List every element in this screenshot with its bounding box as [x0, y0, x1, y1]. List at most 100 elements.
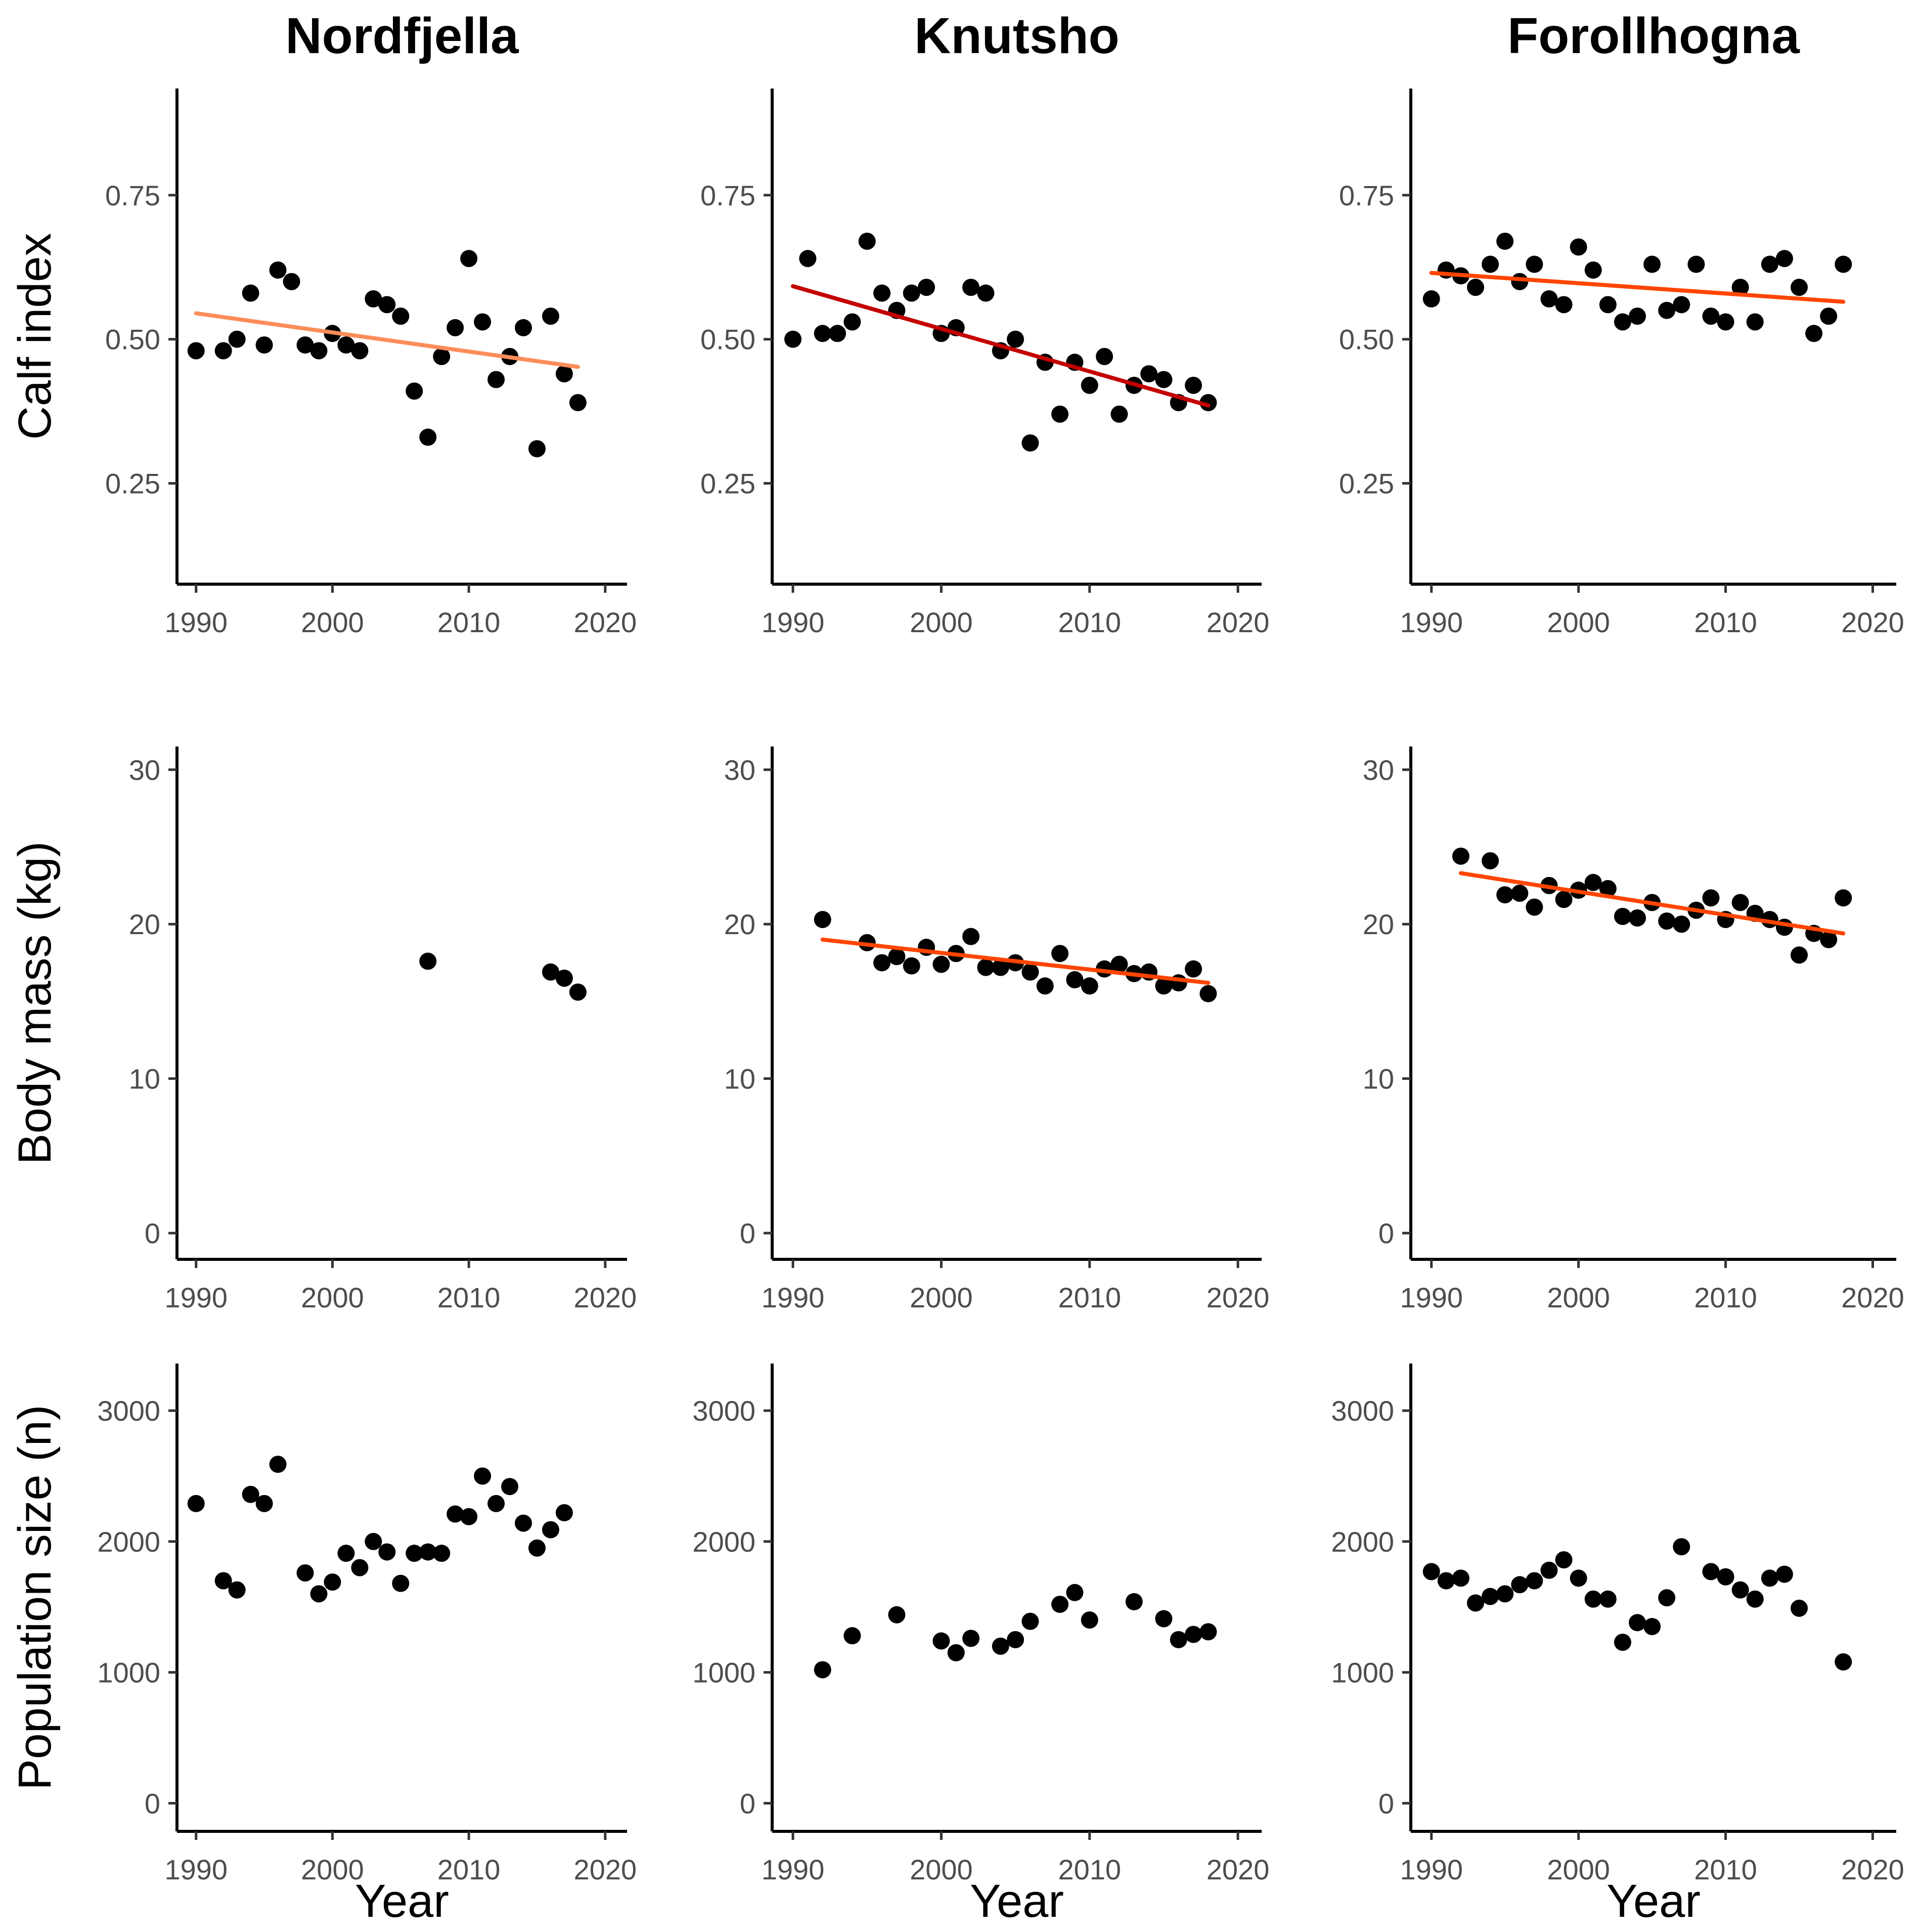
data-point: [947, 1644, 965, 1661]
x-tick-label: 1990: [762, 1282, 825, 1313]
panel-forollhogna-calf-index: 0.25 0.50 0.75 1990 2000 2010 2020 Forollhogna: [1339, 8, 1904, 638]
data-point: [1155, 977, 1173, 995]
data-point: [1673, 296, 1690, 314]
data-point: [515, 319, 532, 336]
data-point: [1746, 1590, 1764, 1608]
data-point: [843, 1627, 861, 1645]
data-point: [962, 279, 980, 296]
data-point: [1702, 889, 1720, 907]
data-point: [474, 1467, 492, 1485]
data-point: [1673, 915, 1690, 933]
data-point: [1199, 394, 1217, 412]
x-tick-label: 2010: [437, 606, 501, 638]
panel-nordfjella-calf-index: 0.25 0.50 0.75 1990 2000 2010 2020 Nordfjella Ca…: [9, 8, 637, 638]
x-tick-label: 2020: [1207, 1282, 1270, 1313]
y-tick-label: 0: [1378, 1787, 1394, 1819]
data-point: [1482, 852, 1499, 870]
x-tick-label: 2010: [1694, 1854, 1757, 1885]
x-tick-label: 2000: [301, 606, 364, 638]
x-tick-label: 2010: [1058, 1282, 1121, 1313]
data-point: [337, 336, 355, 354]
data-point: [1066, 971, 1084, 989]
data-point: [1629, 1614, 1646, 1632]
data-point: [1482, 1588, 1499, 1605]
data-point: [1452, 847, 1469, 865]
data-point: [1036, 977, 1054, 995]
data-point: [814, 325, 831, 342]
y-tick-label: 0.25: [700, 468, 755, 500]
data-point: [1081, 977, 1098, 995]
data-point: [351, 342, 369, 360]
x-tick-label: 2000: [1547, 1282, 1610, 1313]
data-point: [1021, 963, 1039, 981]
data-point: [365, 1532, 382, 1550]
data-point: [555, 970, 573, 987]
y-tick-label: 1000: [97, 1657, 160, 1689]
data-point: [1731, 279, 1749, 296]
data-point: [1467, 279, 1484, 296]
y-tick-label: 0.50: [105, 324, 160, 356]
data-point: [1791, 1599, 1808, 1617]
data-point: [555, 1504, 573, 1521]
data-point: [555, 365, 573, 383]
data-point: [1658, 912, 1676, 930]
data-point: [1820, 931, 1838, 948]
y-tick-label: 10: [724, 1063, 755, 1095]
x-tick-label: 2000: [301, 1282, 364, 1313]
panel-title: Nordfjella: [285, 8, 519, 64]
data-point: [784, 330, 802, 348]
y-tick-label: 0.50: [700, 324, 755, 356]
data-point: [214, 342, 232, 360]
data-point: [1761, 1569, 1778, 1587]
y-tick-label: 30: [1363, 754, 1394, 786]
trend-line: [194, 311, 580, 369]
data-point: [542, 1521, 559, 1539]
data-point: [1643, 1618, 1661, 1636]
data-point: [1599, 296, 1617, 314]
x-tick-label: 1990: [164, 606, 228, 638]
y-axis-title: Population size (n): [9, 1405, 61, 1790]
data-point: [1007, 1631, 1024, 1648]
data-point: [1526, 1572, 1543, 1590]
data-point: [528, 440, 546, 458]
trend-line: [1458, 871, 1846, 936]
y-tick-label: 0.75: [1339, 180, 1394, 211]
data-point: [1614, 1634, 1631, 1651]
data-point: [1599, 880, 1617, 897]
data-point: [542, 308, 559, 325]
data-point: [501, 1478, 519, 1496]
data-point: [814, 911, 831, 929]
panel-nordfjella-body-mass: 0 10 20 30 1990 2000 2010 2020 Body mass (kg): [9, 747, 637, 1313]
x-tick-label: 2020: [1207, 606, 1270, 638]
data-point: [814, 1661, 831, 1679]
x-tick-label: 2000: [1547, 1854, 1610, 1885]
data-point: [1021, 1612, 1039, 1630]
data-point: [1081, 376, 1098, 394]
data-point: [1658, 301, 1676, 319]
y-tick-label: 0: [740, 1217, 755, 1249]
data-point: [365, 290, 382, 308]
x-tick-label: 1990: [164, 1854, 228, 1885]
trend-line: [791, 284, 1211, 408]
data-point: [1643, 255, 1661, 273]
panel-forollhogna-population-size: 0 1000 2000 3000 1990 2000 2010 2020 Year: [1331, 1364, 1904, 1927]
data-point: [873, 284, 891, 302]
x-tick-label: 2020: [1841, 606, 1904, 638]
x-axis-title: Year: [355, 1875, 449, 1927]
data-point: [406, 382, 423, 400]
data-point: [932, 1632, 950, 1650]
x-tick-label: 2010: [1058, 1854, 1121, 1885]
data-point: [888, 1606, 906, 1623]
data-point: [1775, 250, 1793, 268]
data-point: [242, 1485, 259, 1503]
y-tick-label: 20: [724, 908, 755, 940]
y-tick-label: 3000: [692, 1395, 755, 1427]
data-point: [977, 958, 995, 976]
y-tick-label: 3000: [1331, 1395, 1394, 1427]
data-point: [1835, 255, 1852, 273]
y-tick-label: 0: [145, 1217, 160, 1249]
x-tick-label: 2000: [301, 1854, 364, 1885]
data-point: [799, 250, 817, 268]
